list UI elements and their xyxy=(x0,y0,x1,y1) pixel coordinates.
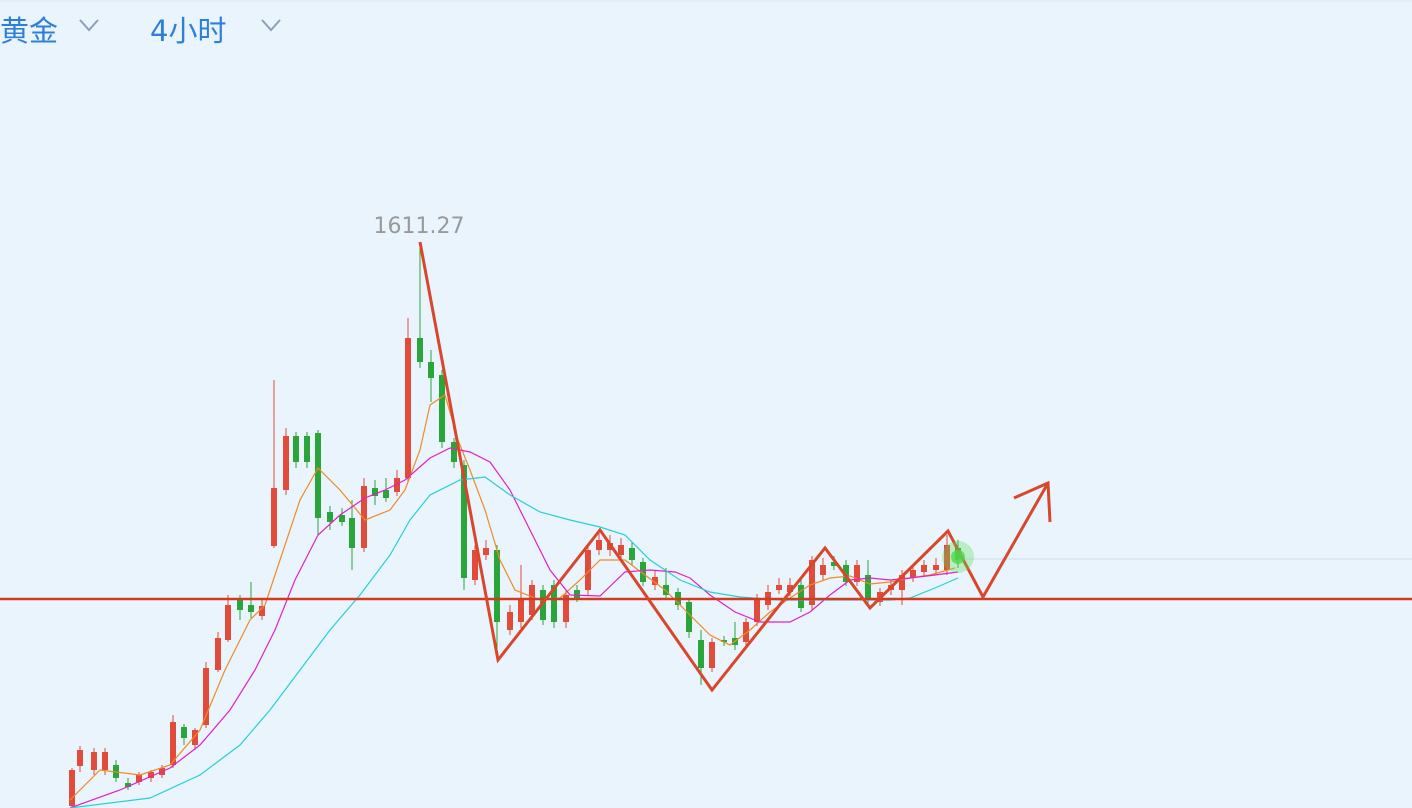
candle-body xyxy=(831,562,837,566)
candle-body xyxy=(629,548,635,560)
candle-body xyxy=(102,752,108,770)
candle-body xyxy=(170,722,176,765)
period[interactable]: 4小时 xyxy=(150,14,227,48)
candle-body xyxy=(798,585,804,608)
candle-body xyxy=(585,550,591,590)
arrow-head xyxy=(1013,480,1052,523)
candle-body xyxy=(640,562,646,582)
chevron[interactable] xyxy=(79,19,99,32)
candle-body xyxy=(483,548,489,555)
ma-mid xyxy=(69,447,959,808)
chevron[interactable] xyxy=(261,19,281,32)
pulse-dot xyxy=(951,550,965,564)
candle-body xyxy=(327,512,333,522)
candle-body xyxy=(686,602,692,632)
candle-body xyxy=(215,638,221,670)
candle-body xyxy=(618,545,624,555)
ma-long xyxy=(69,476,959,808)
candle-body xyxy=(854,565,860,582)
candle-body xyxy=(428,362,434,378)
candle-body xyxy=(574,590,580,598)
candle-body xyxy=(439,375,445,442)
candle-body xyxy=(709,642,715,668)
high-label: 1611.27 xyxy=(374,214,465,239)
candle-body xyxy=(315,433,321,518)
candle-body xyxy=(944,545,950,570)
candle-body xyxy=(743,622,749,642)
candle-body xyxy=(259,606,265,616)
candle-body xyxy=(809,560,815,605)
period-selector[interactable]: 4小时 xyxy=(150,8,226,50)
candle-body xyxy=(225,605,231,640)
candle-body xyxy=(563,595,569,622)
candle-body xyxy=(283,436,289,490)
candle-body xyxy=(596,540,602,550)
candle-body xyxy=(663,585,669,595)
candle-body xyxy=(899,575,905,590)
candle-body xyxy=(394,478,400,492)
candle-body xyxy=(136,775,142,782)
candle-body xyxy=(181,727,187,738)
candle-body xyxy=(248,605,254,612)
candle-body xyxy=(776,585,782,590)
candle-body xyxy=(721,640,727,642)
candle-body xyxy=(237,600,243,610)
candle-body xyxy=(293,436,299,462)
candle-body xyxy=(125,783,131,787)
ma-short xyxy=(69,394,956,801)
candle-body xyxy=(361,486,367,548)
candle-body xyxy=(518,600,524,622)
trend-zigzag xyxy=(418,241,1050,693)
candle-body xyxy=(933,565,939,570)
candle-body xyxy=(69,770,75,806)
candle-body xyxy=(754,598,760,622)
candle-body xyxy=(91,752,97,770)
candle-body xyxy=(271,488,277,546)
candle-body xyxy=(494,550,500,622)
candle-body xyxy=(461,465,467,578)
candle-body xyxy=(383,490,389,498)
candle-body xyxy=(349,518,355,548)
candle-body xyxy=(77,750,83,766)
symbol[interactable]: 黄金 xyxy=(0,14,59,48)
candle-body xyxy=(405,338,411,478)
candle-body xyxy=(417,338,423,362)
candle-body xyxy=(921,565,927,572)
candle-body xyxy=(698,640,704,668)
candle-body xyxy=(339,515,345,522)
candle-body xyxy=(652,577,658,585)
candle-body xyxy=(451,442,457,462)
candle-body xyxy=(472,550,478,580)
candle-body xyxy=(507,612,513,630)
candle-body xyxy=(192,730,198,745)
candle-body xyxy=(787,585,793,592)
candle-body xyxy=(910,570,916,578)
candle-body xyxy=(865,575,871,600)
candle-body xyxy=(304,436,310,462)
candle-body xyxy=(820,565,826,575)
candle-body xyxy=(148,772,154,778)
symbol-selector[interactable]: 黄金 xyxy=(0,8,58,50)
candle-body xyxy=(372,488,378,496)
candle-body xyxy=(551,585,557,622)
candle-body xyxy=(203,668,209,725)
